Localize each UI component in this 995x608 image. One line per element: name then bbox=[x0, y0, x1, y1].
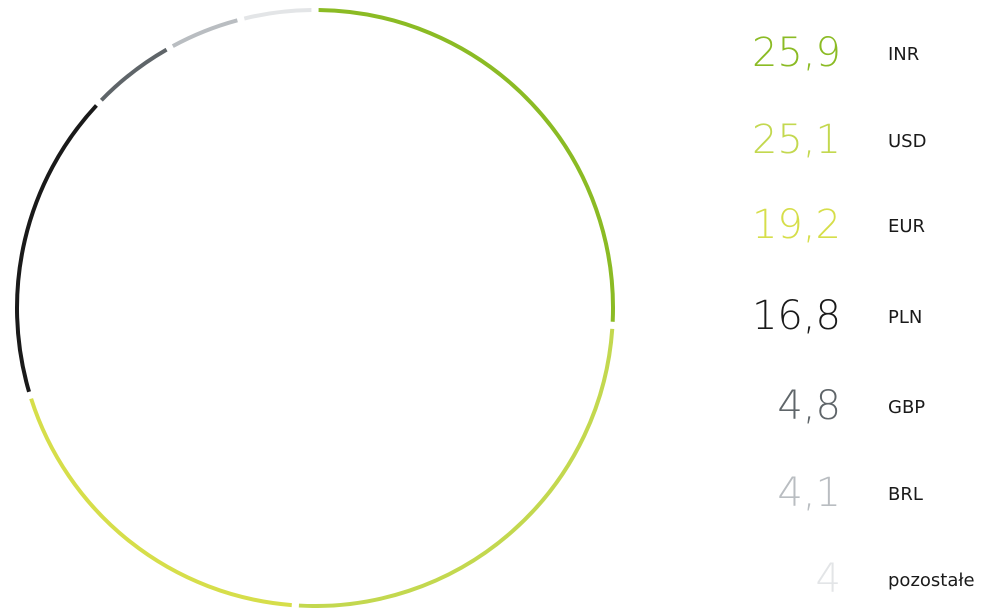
legend-label: PLN bbox=[888, 307, 922, 328]
legend-label: EUR bbox=[888, 216, 925, 237]
legend-label: GBP bbox=[888, 397, 925, 418]
legend-value: 19,2 bbox=[752, 202, 841, 248]
ring-segment bbox=[171, 18, 238, 48]
legend-value: 4,8 bbox=[777, 383, 841, 429]
ring-segment bbox=[99, 47, 168, 102]
legend-value: 4,1 bbox=[777, 470, 841, 516]
legend-label: BRL bbox=[888, 484, 923, 505]
legend-value: 4 bbox=[816, 556, 841, 602]
ring-segment bbox=[15, 104, 98, 393]
ring-segment bbox=[243, 8, 312, 21]
legend-label: pozostałe bbox=[888, 570, 975, 591]
ring-segment bbox=[29, 398, 292, 608]
legend-label: USD bbox=[888, 131, 926, 152]
legend-value: 25,1 bbox=[752, 117, 841, 163]
ring-segment bbox=[298, 328, 615, 608]
legend-value: 16,8 bbox=[752, 293, 841, 339]
legend-label: INR bbox=[888, 44, 919, 65]
legend-value: 25,9 bbox=[752, 30, 841, 76]
ring-segment bbox=[318, 8, 615, 322]
